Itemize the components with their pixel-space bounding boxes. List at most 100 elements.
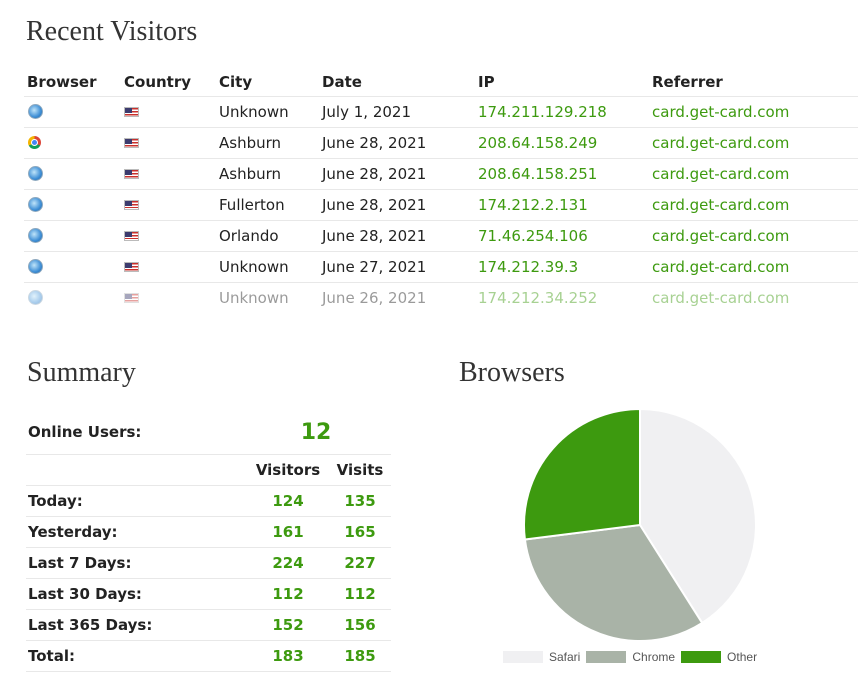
referrer-link[interactable]: card.get-card.com — [652, 165, 790, 183]
summary-row: Total: 183 185 — [26, 641, 391, 672]
pie-slice-other[interactable] — [523, 407, 641, 541]
safari-icon — [28, 259, 43, 274]
us-flag-icon — [124, 199, 139, 210]
summary-row: Last 365 Days: 152 156 — [26, 610, 391, 641]
visitors-column-header: Visitors — [255, 461, 321, 479]
header-country: Country — [124, 73, 192, 91]
summary-title: Summary — [27, 357, 136, 388]
online-users-count: 12 — [300, 420, 332, 445]
table-row: Ashburn June 28, 2021 208.64.158.251 car… — [24, 159, 858, 190]
table-row: Unknown June 27, 2021 174.212.39.3 card.… — [24, 252, 858, 283]
legend-label: Other — [727, 650, 758, 664]
browsers-title: Browsers — [459, 357, 565, 388]
period-label: Last 365 Days: — [28, 616, 153, 634]
visits-value: 156 — [344, 616, 376, 634]
safari-icon — [28, 228, 43, 243]
city-cell: Fullerton — [219, 196, 285, 214]
recent-visitors-table: Browser Country City Date IP Referrer Un… — [24, 68, 858, 314]
table-row: Fullerton June 28, 2021 174.212.2.131 ca… — [24, 190, 858, 221]
legend-swatch — [586, 650, 627, 663]
table-row: Ashburn June 28, 2021 208.64.158.249 car… — [24, 128, 858, 159]
ip-link[interactable]: 174.212.2.131 — [478, 196, 588, 214]
summary-table: Online Users: 12 Visitors Visits Today: … — [26, 410, 391, 672]
header-ip: IP — [478, 73, 495, 91]
referrer-link[interactable]: card.get-card.com — [652, 196, 790, 214]
visits-value: 135 — [344, 492, 376, 510]
referrer-link[interactable]: card.get-card.com — [652, 258, 790, 276]
city-cell: Ashburn — [219, 165, 282, 183]
referrer-link[interactable]: card.get-card.com — [652, 227, 790, 245]
safari-icon — [28, 166, 43, 181]
visits-value: 112 — [344, 585, 376, 603]
visitors-value: 161 — [272, 523, 304, 541]
ip-link[interactable]: 208.64.158.251 — [478, 165, 598, 183]
table-row: Unknown June 26, 2021 174.212.34.252 car… — [24, 283, 858, 314]
date-cell: July 1, 2021 — [322, 103, 411, 121]
referrer-link[interactable]: card.get-card.com — [652, 134, 790, 152]
ip-link[interactable]: 208.64.158.249 — [478, 134, 598, 152]
period-label: Last 30 Days: — [28, 585, 142, 603]
legend-swatch — [681, 650, 722, 663]
legend-label: Chrome — [632, 650, 676, 664]
date-cell: June 28, 2021 — [322, 227, 427, 245]
visitors-value: 112 — [272, 585, 304, 603]
ip-link[interactable]: 174.211.129.218 — [478, 103, 607, 121]
summary-row: Yesterday: 161 165 — [26, 517, 391, 548]
table-row: Orlando June 28, 2021 71.46.254.106 card… — [24, 221, 858, 252]
header-referrer: Referrer — [652, 73, 723, 91]
referrer-link[interactable]: card.get-card.com — [652, 289, 790, 307]
city-cell: Unknown — [219, 258, 289, 276]
header-city: City — [219, 73, 253, 91]
period-label: Last 7 Days: — [28, 554, 132, 572]
date-cell: June 28, 2021 — [322, 165, 427, 183]
us-flag-icon — [124, 230, 139, 241]
legend-item-safari[interactable]: Safari — [503, 650, 580, 664]
us-flag-icon — [124, 261, 139, 272]
pie-slice-chrome[interactable] — [523, 523, 704, 642]
visitors-value: 152 — [272, 616, 304, 634]
pie-slice-safari[interactable] — [639, 407, 757, 625]
legend-swatch — [503, 650, 543, 663]
city-cell: Orlando — [219, 227, 279, 245]
referrer-link[interactable]: card.get-card.com — [652, 103, 790, 121]
summary-row: Today: 124 135 — [26, 486, 391, 517]
safari-icon — [28, 104, 43, 119]
us-flag-icon — [124, 106, 139, 117]
recent-visitors-title: Recent Visitors — [26, 16, 198, 47]
visits-value: 165 — [344, 523, 376, 541]
us-flag-icon — [124, 168, 139, 179]
us-flag-icon — [124, 292, 139, 303]
legend-item-other[interactable]: Other — [681, 650, 757, 664]
date-cell: June 28, 2021 — [322, 196, 427, 214]
period-label: Total: — [28, 647, 75, 665]
summary-row: Last 30 Days: 112 112 — [26, 579, 391, 610]
us-flag-icon — [124, 137, 139, 148]
header-browser: Browser — [27, 73, 97, 91]
period-label: Yesterday: — [28, 523, 118, 541]
header-date: Date — [322, 73, 362, 91]
period-label: Today: — [28, 492, 83, 510]
visitors-value: 124 — [272, 492, 304, 510]
table-header-row: Browser Country City Date IP Referrer — [24, 68, 858, 97]
visitors-value: 224 — [272, 554, 304, 572]
online-users-row: Online Users: 12 — [26, 410, 391, 455]
table-row: Unknown July 1, 2021 174.211.129.218 car… — [24, 97, 858, 128]
safari-icon — [28, 197, 43, 212]
date-cell: June 28, 2021 — [322, 134, 427, 152]
chart-legend: Safari Chrome Other — [503, 650, 763, 664]
date-cell: June 27, 2021 — [322, 258, 427, 276]
ip-link[interactable]: 174.212.34.252 — [478, 289, 598, 307]
legend-item-chrome[interactable]: Chrome — [586, 650, 675, 664]
safari-icon — [28, 290, 43, 305]
ip-link[interactable]: 71.46.254.106 — [478, 227, 588, 245]
visits-column-header: Visits — [336, 461, 384, 479]
summary-row: Last 7 Days: 224 227 — [26, 548, 391, 579]
chrome-icon — [28, 136, 41, 149]
city-cell: Unknown — [219, 103, 289, 121]
city-cell: Unknown — [219, 289, 289, 307]
visits-value: 227 — [344, 554, 376, 572]
date-cell: June 26, 2021 — [322, 289, 427, 307]
online-users-label: Online Users: — [28, 423, 142, 441]
ip-link[interactable]: 174.212.39.3 — [478, 258, 579, 276]
legend-label: Safari — [549, 650, 581, 664]
